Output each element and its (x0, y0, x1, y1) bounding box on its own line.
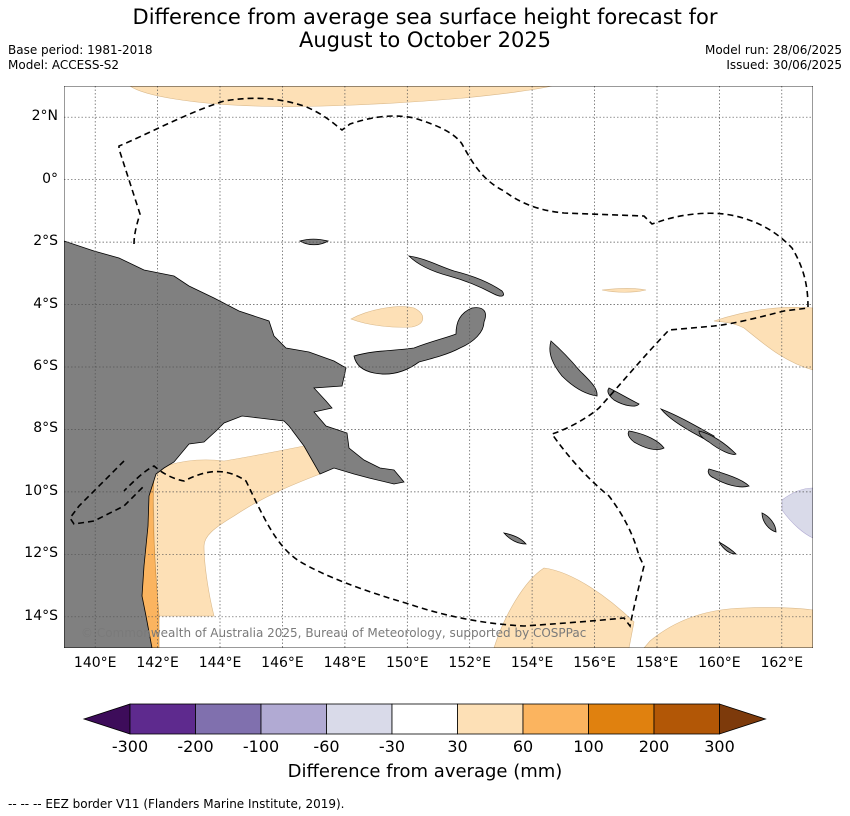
colorbar-tick-label: -30 (378, 737, 406, 756)
colorbar-tick-label: 60 (512, 737, 534, 756)
colorbar-segment (457, 703, 524, 735)
longitude-label: 146°E (261, 655, 304, 671)
longitude-label: 142°E (136, 655, 179, 671)
eez-footnote: -- -- -- EEZ border V11 (Flanders Marine… (8, 797, 345, 811)
colorbar-segment (588, 703, 655, 735)
colorbar-tick-label: 100 (573, 737, 604, 756)
latitude-label: 14°S (24, 607, 58, 624)
colorbar-tick-label: -200 (177, 737, 214, 756)
longitude-label: 156°E (573, 655, 616, 671)
land-malaita (698, 430, 737, 455)
anomaly-minus-60-30-region (781, 487, 813, 539)
graticule (64, 86, 813, 648)
colorbar-segment (129, 703, 196, 735)
longitude-label: 148°E (323, 655, 367, 671)
copyright-notice: © Commonwealth of Australia 2025, Bureau… (81, 626, 587, 640)
land-louisiade (502, 532, 527, 545)
colorbar-tick-label: -300 (111, 737, 149, 756)
eez-border-main (118, 97, 809, 628)
colorbar-segments (82, 703, 767, 735)
land-new-guinea-australia (64, 240, 405, 648)
colorbar-segment (391, 703, 458, 735)
sea-surface-height-map (64, 86, 813, 648)
longitude-label: 154°E (510, 655, 554, 671)
anomaly-30-60-regions (129, 86, 813, 648)
colorbar-tick-label: 300 (704, 737, 735, 756)
land-makira (707, 468, 750, 488)
colorbar-extend-low (82, 703, 131, 735)
longitude-label: 158°E (635, 655, 679, 671)
land-new-ireland (407, 255, 504, 297)
land-guadalcanal (627, 430, 665, 450)
longitude-label: 160°E (698, 655, 741, 671)
map-title-line-2: August to October 2025 (298, 28, 552, 52)
land-choiseul (607, 387, 640, 407)
colorbar-tick-label: -60 (313, 737, 340, 756)
longitude-label: 144°E (198, 655, 242, 671)
colorbar-label: Difference from average (mm) (287, 761, 563, 782)
land-masses (64, 238, 777, 648)
colorbar-tick-label: -100 (242, 737, 280, 756)
meta-right: Model run: 28/06/2025 Issued: 30/06/2025 (705, 43, 842, 73)
latitude-label: 0° (42, 170, 58, 187)
anomaly-region-bougainville (601, 288, 647, 293)
latitude-label: 8°S (33, 420, 58, 437)
colorbar-segment (522, 703, 589, 735)
latitude-label: 6°S (33, 358, 58, 374)
colorbar-segment (260, 703, 327, 735)
latitude-label: 12°S (24, 545, 58, 562)
colorbar-extend-high (719, 703, 767, 735)
latitude-label: 2°S (33, 233, 58, 250)
latitude-label: 4°S (33, 295, 58, 312)
longitude-label: 162°E (760, 655, 804, 671)
anomaly-region-solomon-sea (350, 306, 424, 328)
eez-borders (69, 97, 809, 628)
latitude-label: 2°N (31, 108, 58, 125)
latitude-label: 10°S (24, 482, 58, 499)
land-new-britain (353, 307, 486, 375)
map-title-line-1: Difference from average sea surface heig… (132, 5, 718, 29)
colorbar-tick-label: 200 (638, 737, 670, 756)
anomaly-region-north (129, 86, 553, 107)
longitude-label: 140°E (73, 655, 117, 671)
land-bougainville (549, 340, 598, 397)
model-name: Model: ACCESS-S2 (8, 58, 120, 72)
colorbar-segment (326, 703, 393, 735)
eez-border-southwest (69, 460, 145, 525)
colorbar-segment (653, 703, 720, 735)
issued-date: Issued: 30/06/2025 (726, 58, 842, 72)
colorbar (82, 703, 767, 735)
anomaly-region-south-east (643, 607, 813, 648)
model-run: Model run: 28/06/2025 (704, 43, 842, 57)
base-period: Base period: 1981-2018 (8, 43, 153, 57)
land-espiritu-santo (761, 512, 777, 533)
colorbar-segment (195, 703, 262, 735)
longitude-label: 152°E (448, 655, 491, 671)
colorbar-tick-label: 30 (447, 737, 468, 756)
anomaly-region-south-central (493, 567, 635, 648)
meta-left: Base period: 1981-2018 Model: ACCESS-S2 (8, 43, 153, 73)
longitude-label: 150°E (385, 655, 429, 671)
